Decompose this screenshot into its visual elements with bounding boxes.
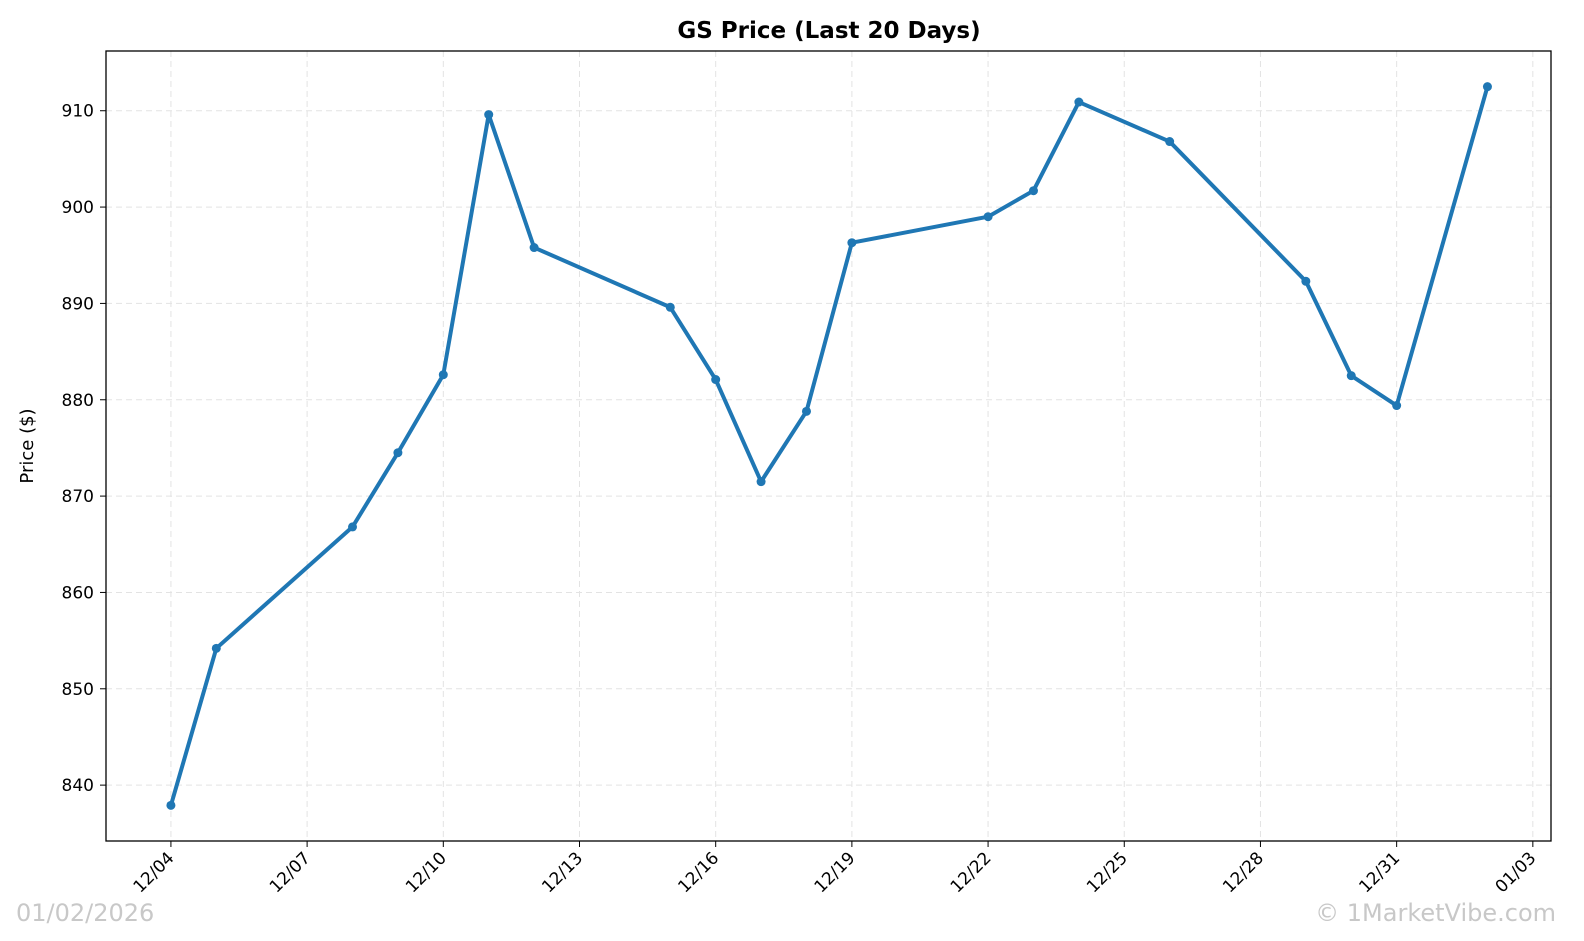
plot-frame [105, 50, 1552, 842]
watermark-site: © 1MarketVibe.com [1315, 899, 1556, 927]
price-point [756, 477, 766, 487]
price-line [168, 86, 1490, 806]
y-tick-label: 890 [62, 294, 94, 314]
price-point [393, 448, 403, 458]
y-tick-label: 910 [62, 102, 94, 122]
y-tick-label: 860 [62, 583, 94, 603]
price-point [1482, 82, 1492, 92]
price-point [211, 643, 221, 653]
price-point [1301, 276, 1311, 286]
price-point [665, 302, 675, 312]
price-point [983, 212, 993, 222]
price-point [847, 238, 857, 248]
y-tick-label: 880 [62, 391, 94, 411]
price-point [1165, 137, 1175, 147]
chart-title: GS Price (Last 20 Days) [677, 18, 980, 44]
price-point [711, 375, 721, 385]
y-tick-label: 840 [62, 776, 94, 796]
price-point [1346, 371, 1356, 381]
price-point [801, 406, 811, 416]
price-point [348, 522, 358, 532]
y-axis-label: Price ($) [17, 408, 38, 483]
price-point [529, 243, 539, 253]
y-tick-label: 850 [62, 680, 94, 700]
price-point [1392, 401, 1402, 411]
price-point [1028, 186, 1038, 196]
y-tick-label: 870 [62, 487, 94, 507]
y-tick-label: 900 [62, 198, 94, 218]
watermark-date: 01/02/2026 [16, 899, 154, 927]
price-point [1074, 97, 1084, 107]
price-point [484, 110, 494, 120]
price-point [438, 370, 448, 380]
price-point [166, 800, 176, 810]
